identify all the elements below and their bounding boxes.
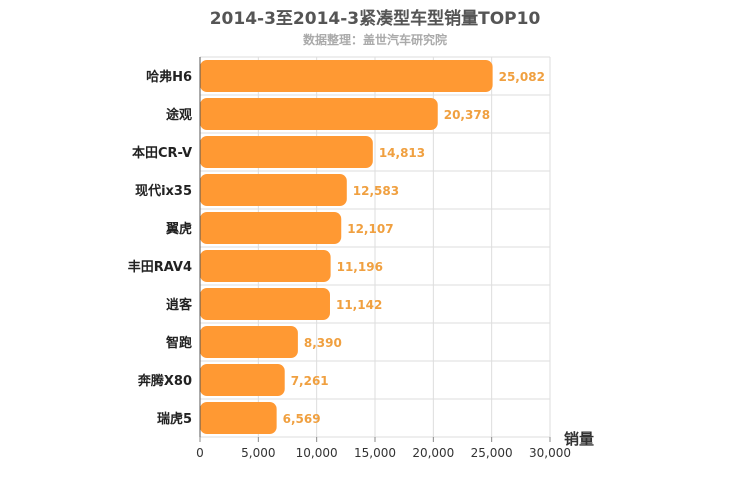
category-label: 途观	[166, 107, 192, 123]
category-label: 本田CR-V	[132, 145, 192, 161]
x-tick-label: 20,000	[412, 446, 454, 460]
category-label: 奔腾X80	[137, 373, 192, 389]
bar[interactable]	[200, 136, 373, 168]
value-label: 20,378	[444, 108, 490, 122]
x-tick-label: 10,000	[296, 446, 338, 460]
x-tick-label: 25,000	[471, 446, 513, 460]
x-tick-label: 15,000	[354, 446, 396, 460]
bar[interactable]	[200, 98, 438, 130]
bar[interactable]	[200, 288, 330, 320]
bar[interactable]	[200, 250, 331, 282]
value-label: 7,261	[291, 374, 329, 388]
x-tick-labels: 0 5,000 10,000 15,000 20,000 25,000 30,000	[196, 437, 571, 460]
bar[interactable]	[200, 402, 277, 434]
value-label: 12,107	[347, 222, 393, 236]
bars	[200, 60, 493, 434]
x-axis-title: 销量	[564, 430, 594, 448]
category-label: 现代ix35	[135, 183, 192, 199]
category-label: 瑞虎5	[157, 411, 192, 427]
value-label: 12,583	[353, 184, 399, 198]
category-label: 翼虎	[165, 221, 192, 237]
value-label: 11,142	[336, 298, 382, 312]
category-label: 哈弗H6	[146, 69, 192, 85]
bar[interactable]	[200, 174, 347, 206]
value-labels: 25,082 20,378 14,813 12,583 12,107 11,196 11,1…	[283, 70, 545, 426]
chart-title: 2014-3至2014-3紧凑型车型销量TOP10	[209, 9, 541, 29]
chart-subtitle: 数据整理：盖世汽车研究院	[302, 33, 447, 47]
x-tick-label: 5,000	[241, 446, 275, 460]
value-label: 14,813	[379, 146, 425, 160]
bar[interactable]	[200, 212, 342, 244]
value-label: 6,569	[283, 412, 321, 426]
category-label: 智跑	[166, 335, 192, 351]
value-label: 11,196	[337, 260, 383, 274]
bar[interactable]	[200, 326, 298, 358]
bar[interactable]	[200, 60, 493, 92]
bar[interactable]	[200, 364, 285, 396]
value-label: 25,082	[499, 70, 545, 84]
x-tick-label: 0	[196, 446, 204, 460]
value-label: 8,390	[304, 336, 342, 350]
x-tick-label: 30,000	[529, 446, 571, 460]
category-label: 丰田RAV4	[128, 259, 192, 275]
category-label: 逍客	[166, 297, 193, 313]
